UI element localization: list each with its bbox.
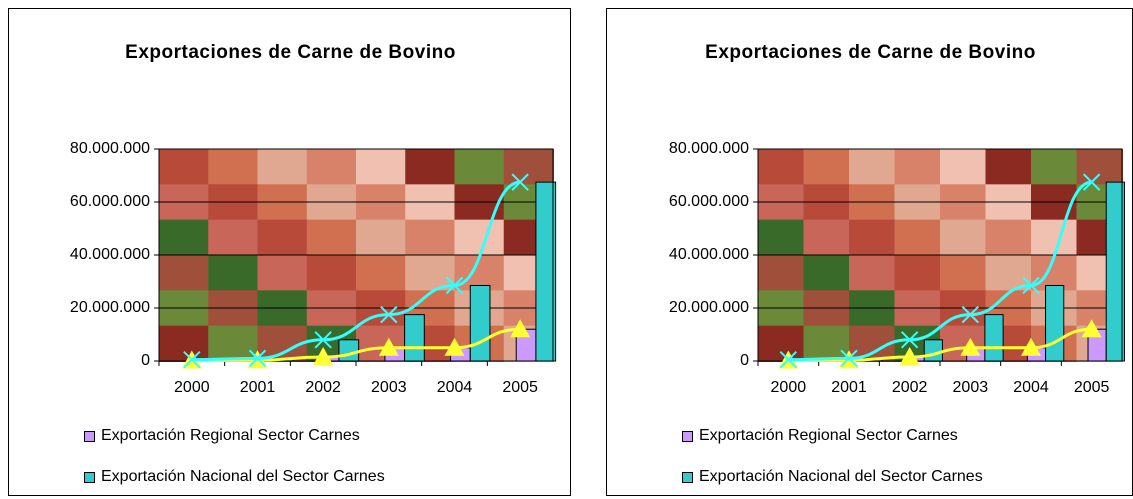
x-tick-label: 2002 (305, 379, 341, 396)
photo-patch (940, 220, 987, 256)
photo-patch (258, 255, 308, 291)
y-tick-label: 40.000.000 (669, 246, 749, 263)
photo-patch (307, 220, 357, 256)
photo-patch (208, 326, 258, 362)
legend-label: Exportación Nacional del Sector Carnes (101, 468, 385, 486)
x-tick-label: 2001 (831, 379, 867, 396)
y-tick-label: 60.000.000 (669, 193, 749, 210)
photo-patch (307, 149, 357, 185)
bar (405, 315, 425, 361)
legend-label: Exportación Regional Sector Carnes (699, 427, 958, 445)
legend-label: Exportación Regional Sector Carnes (101, 427, 360, 445)
photo-patch (804, 220, 851, 256)
photo-patch (208, 149, 258, 185)
photo-patch (356, 220, 406, 256)
photo-patch (258, 149, 308, 185)
photo-patch (758, 220, 805, 256)
photo-patch (208, 255, 258, 291)
photo-patch (504, 149, 554, 185)
y-tick-label: 20.000.000 (70, 299, 150, 316)
y-tick-label: 80.000.000 (70, 140, 150, 157)
bar (1046, 285, 1064, 361)
legend-swatch (84, 431, 95, 442)
y-tick-label: 60.000.000 (70, 193, 150, 210)
x-tick-label: 2003 (371, 379, 407, 396)
photo-patch (940, 149, 987, 185)
x-tick-label: 2004 (437, 379, 473, 396)
bar (470, 285, 490, 361)
photo-patch (849, 255, 896, 291)
x-tick-label: 2005 (1074, 379, 1110, 396)
page: Exportaciones de Carne de Bovino020.000.… (0, 0, 1133, 499)
x-tick-label: 2005 (502, 379, 538, 396)
photo-patch (1077, 149, 1124, 185)
photo-patch (356, 149, 406, 185)
y-tick-label: 0 (740, 352, 749, 369)
y-tick-label: 20.000.000 (669, 299, 749, 316)
legend-swatch (84, 472, 95, 483)
photo-patch (758, 255, 805, 291)
photo-patch (159, 220, 209, 256)
legend-swatch (682, 472, 693, 483)
photo-patch (455, 149, 505, 185)
legend-swatch (682, 431, 693, 442)
bar (339, 340, 359, 361)
y-tick-label: 0 (141, 352, 150, 369)
plot: 0 20.000.000 40.000.000 60.000.000 80.000.00… (9, 9, 570, 495)
x-tick-label: 2003 (953, 379, 989, 396)
photo-patch (307, 255, 357, 291)
photo-patch (1031, 220, 1078, 256)
plot: 0 20.000.000 40.000.000 60.000.000 80.000.00… (607, 9, 1132, 495)
photo-patch (804, 255, 851, 291)
photo-patch (159, 149, 209, 185)
photo-patch (895, 255, 942, 291)
legend-item: Exportación Nacional del Sector Carnes (84, 468, 385, 486)
photo-patch (895, 220, 942, 256)
photo-patch (1031, 149, 1078, 185)
legend-label: Exportación Nacional del Sector Carnes (699, 468, 983, 486)
y-tick-label: 80.000.000 (669, 140, 749, 157)
x-tick-label: 2000 (771, 379, 807, 396)
bar (985, 315, 1003, 361)
photo-patch (258, 220, 308, 256)
photo-patch (895, 149, 942, 185)
photo-patch (849, 149, 896, 185)
photo-patch (758, 326, 805, 362)
x-tick-label: 2002 (892, 379, 928, 396)
legend-item: Exportación Regional Sector Carnes (682, 427, 958, 445)
photo-patch (804, 326, 851, 362)
photo-patch (758, 149, 805, 185)
photo-patch (849, 220, 896, 256)
bar (924, 340, 942, 361)
photo-patch (356, 255, 406, 291)
x-tick-label: 2004 (1013, 379, 1049, 396)
photo-patch (159, 255, 209, 291)
photo-patch (405, 220, 455, 256)
photo-patch (986, 220, 1033, 256)
y-tick-label: 40.000.000 (70, 246, 150, 263)
photo-patch (159, 326, 209, 362)
photo-patch (455, 220, 505, 256)
photo-patch (208, 220, 258, 256)
legend-item: Exportación Nacional del Sector Carnes (682, 468, 983, 486)
photo-patch (986, 149, 1033, 185)
photo-patch (405, 149, 455, 185)
legend-item: Exportación Regional Sector Carnes (84, 427, 360, 445)
x-tick-label: 2000 (174, 379, 210, 396)
photo-patch (940, 255, 987, 291)
x-tick-label: 2001 (240, 379, 276, 396)
photo-patch (804, 149, 851, 185)
